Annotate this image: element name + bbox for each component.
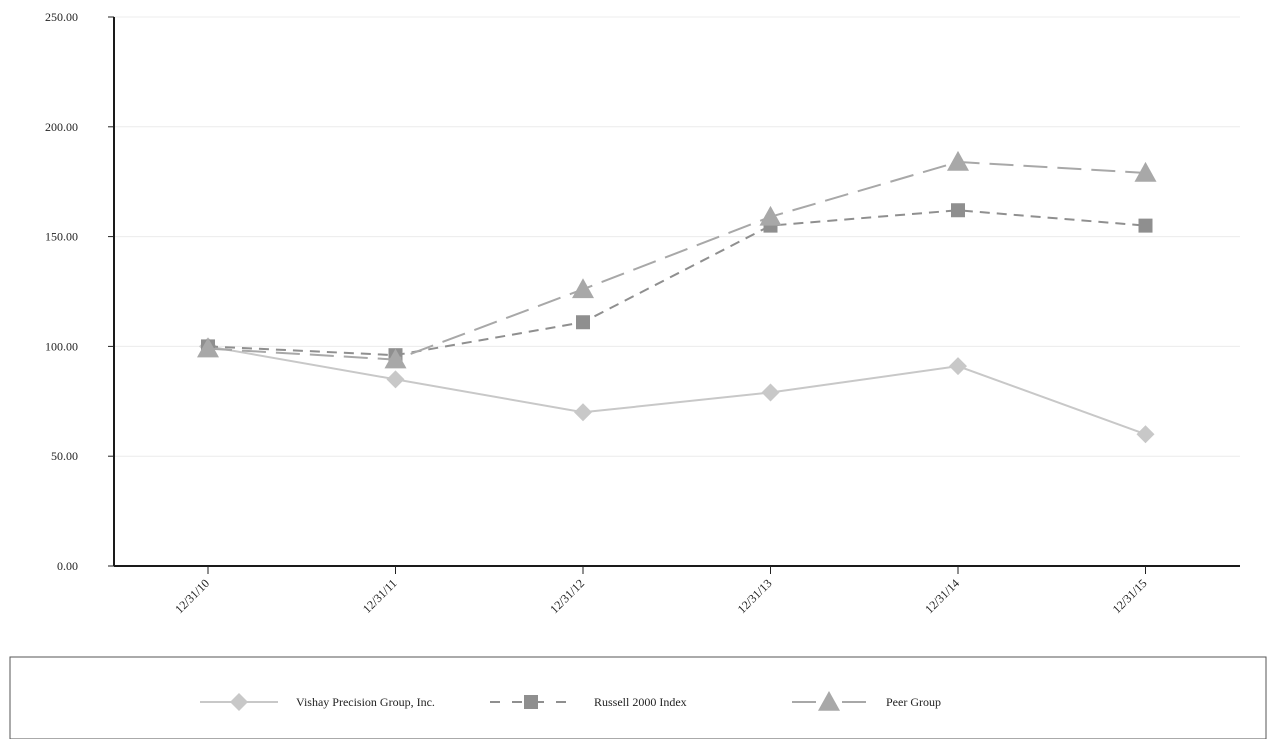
data-point — [951, 203, 965, 218]
data-point — [759, 205, 782, 226]
legend-label: Peer Group — [886, 695, 941, 709]
x-tick-label: 12/31/11 — [360, 576, 400, 616]
x-tick-label: 12/31/12 — [547, 576, 587, 616]
series-line — [207, 209, 1146, 357]
series-line — [207, 160, 1146, 361]
legend: Vishay Precision Group, Inc. Russell 2000… — [9, 656, 1267, 739]
legend-box — [9, 656, 1267, 739]
legend-marker — [818, 691, 840, 711]
data-point — [386, 370, 405, 389]
grid-lines — [114, 16, 1240, 457]
data-point — [384, 348, 407, 369]
y-tick-label: 50.00 — [51, 449, 78, 463]
series-square — [201, 203, 1153, 363]
legend-item: Russell 2000 Index — [490, 695, 687, 709]
series-layer — [197, 150, 1157, 444]
data-point — [761, 383, 780, 402]
x-tick-label: 12/31/13 — [735, 576, 775, 616]
x-tick-label: 12/31/10 — [172, 576, 212, 616]
data-point — [574, 403, 592, 422]
data-point — [1138, 218, 1153, 233]
data-point — [572, 278, 594, 299]
y-tick-label: 150.00 — [45, 230, 78, 244]
legend-label: Vishay Precision Group, Inc. — [296, 695, 435, 709]
series-line — [207, 345, 1146, 436]
data-point — [949, 357, 967, 376]
data-point — [576, 315, 590, 330]
series-triangle — [197, 150, 1157, 369]
y-tick-label: 200.00 — [45, 120, 78, 134]
axes: 0.00 50.00 100.00 150.00 200.00 250.00 12/31/1… — [45, 10, 1240, 616]
data-point — [947, 150, 969, 171]
data-point — [1136, 425, 1155, 444]
legend-marker — [230, 693, 248, 711]
x-tick-label: 12/31/14 — [922, 576, 962, 616]
y-tick-label: 100.00 — [45, 339, 78, 353]
y-tick-label: 0.00 — [57, 559, 78, 573]
data-point — [197, 337, 219, 358]
series-diamond — [199, 337, 1155, 444]
x-tick-label: 12/31/15 — [1110, 576, 1150, 616]
legend-item: Peer Group — [792, 691, 941, 711]
legend-label: Russell 2000 Index — [594, 695, 687, 709]
legend-marker — [524, 695, 538, 709]
data-point — [1134, 161, 1157, 182]
y-tick-label: 250.00 — [45, 10, 78, 24]
legend-item: Vishay Precision Group, Inc. — [200, 693, 435, 711]
